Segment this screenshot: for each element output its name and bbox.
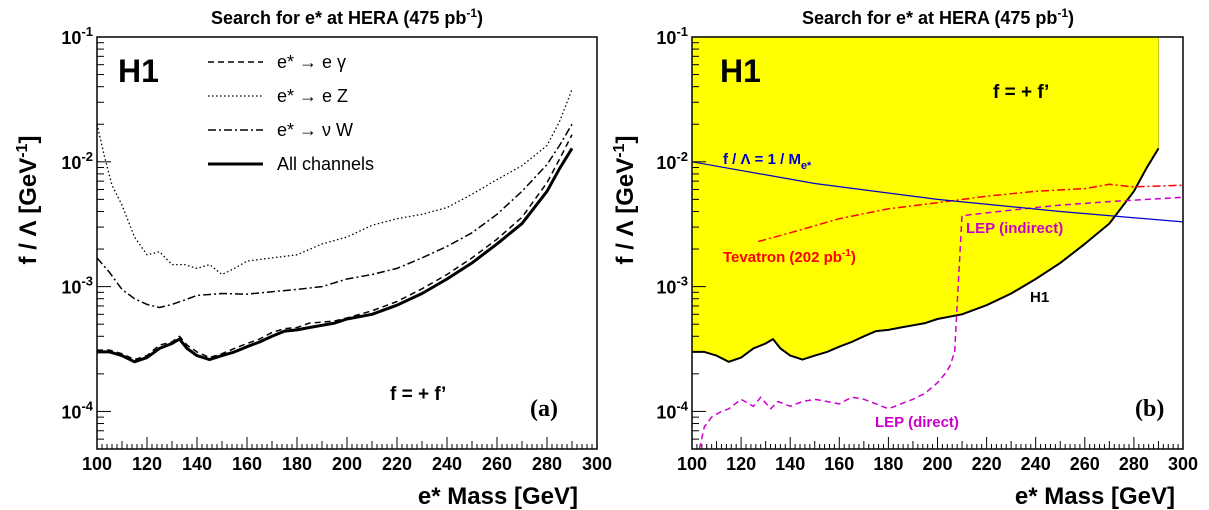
legend-label-all: All channels: [277, 154, 374, 174]
x-tick-label: 300: [1168, 454, 1198, 474]
x-tick-label: 180: [282, 454, 312, 474]
legend-a: e* → e γ e* → e Z e* → ν W All channels: [208, 52, 374, 174]
x-tick-label: 100: [82, 454, 112, 474]
x-tick-label: 140: [182, 454, 212, 474]
chart-title-b: Search for e* at HERA (475 pb-1): [802, 6, 1074, 28]
y-tick-label: 10-1: [61, 24, 93, 48]
excluded-region-b: [692, 37, 1159, 363]
y-tick-label: 10-2: [61, 149, 93, 173]
x-tick-label: 200: [922, 454, 952, 474]
series-group-a: [97, 89, 574, 364]
y-tick-label: 10-1: [656, 24, 688, 48]
chart-title-a: Search for e* at HERA (475 pb-1): [211, 6, 483, 28]
y-axis-label-a: f / Λ [GeV-1]: [14, 136, 42, 265]
tevatron-label: Tevatron (202 pb-1): [723, 248, 856, 266]
x-tick-label: 200: [332, 454, 362, 474]
series-line-a-all-channels: [97, 147, 574, 364]
y-tick-label: 10-3: [656, 274, 688, 298]
panel-label-a: (a): [530, 396, 558, 422]
series-line-a-e-e-z: [97, 89, 573, 276]
experiment-label-b: H1: [720, 53, 761, 89]
x-tick-label: 120: [726, 454, 756, 474]
x-tick-label: 220: [382, 454, 412, 474]
series-group-b: [692, 37, 1183, 449]
y-tick-label: 10-3: [61, 274, 93, 298]
legend-label-nu-w: e* → ν W: [277, 120, 353, 140]
lep-direct-label: LEP (direct): [875, 414, 959, 431]
x-tick-label: 140: [775, 454, 805, 474]
panel-b: Search for e* at HERA (475 pb-1) 100 120 1…: [611, 6, 1198, 510]
series-line-b-tevatron-202-pb-1: [758, 183, 1183, 243]
series-line-b-h1: [692, 147, 1160, 363]
y-axis-label-b: f / Λ [GeV-1]: [611, 136, 639, 265]
coupling-label-a: f = + f’: [390, 384, 446, 405]
series-line-a-e-e: [97, 134, 573, 361]
legend-label-e-gamma: e* → e γ: [277, 52, 346, 72]
x-tick-label: 220: [972, 454, 1002, 474]
x-tick-label: 120: [132, 454, 162, 474]
x-tick-label: 180: [873, 454, 903, 474]
y-tick-label: 10-4: [656, 398, 688, 422]
x-axis-label-a: e* Mass [GeV]: [418, 483, 578, 510]
x-tick-label: 160: [824, 454, 854, 474]
x-tick-label: 240: [1021, 454, 1051, 474]
legend-label-e-z: e* → e Z: [277, 86, 348, 106]
h1-curve-label: H1: [1030, 289, 1049, 306]
x-tick-label: 280: [532, 454, 562, 474]
axis-ticks-b: 100 120 140 160 180 200 220 240 260 280 300 10-1 10-…: [656, 24, 1198, 474]
x-tick-label: 280: [1119, 454, 1149, 474]
x-tick-label: 160: [232, 454, 262, 474]
series-line-b-lep-direct: [698, 351, 956, 449]
panel-label-b: (b): [1135, 396, 1164, 422]
x-tick-label: 260: [1070, 454, 1100, 474]
experiment-label-a: H1: [118, 53, 159, 89]
y-tick-label: 10-4: [61, 398, 93, 422]
coupling-label-b: f = + f’: [993, 82, 1049, 103]
series-line-b-lep-indirect: [953, 196, 1183, 352]
x-tick-label: 260: [482, 454, 512, 474]
x-tick-label: 100: [677, 454, 707, 474]
axis-ticks-a: 100 120 140 160 180 200 220 240 260 280 300 10-1 10-…: [61, 24, 612, 474]
line-label: f / Λ = 1 / Me*: [723, 151, 812, 172]
series-line-a-e-w: [97, 123, 573, 309]
y-tick-label: 10-2: [656, 149, 688, 173]
x-tick-label: 240: [432, 454, 462, 474]
panel-a: Search for e* at HERA (475 pb-1) 100 120 1…: [14, 6, 612, 510]
x-axis-label-b: e* Mass [GeV]: [1015, 483, 1175, 510]
x-tick-label: 300: [582, 454, 612, 474]
series-line-b-f-1-m-e: [692, 161, 1183, 223]
lep-indirect-label: LEP (indirect): [966, 220, 1063, 237]
